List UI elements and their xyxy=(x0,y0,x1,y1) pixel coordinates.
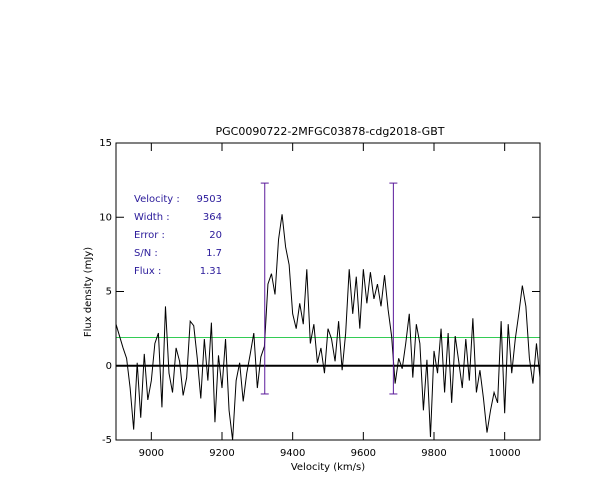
stat-value: 364 xyxy=(203,212,222,223)
x-tick-label: 9400 xyxy=(280,448,305,459)
chart-title: PGC0090722-2MFGC03878-cdg2018-GBT xyxy=(216,125,445,138)
stat-value: 1.7 xyxy=(206,248,222,259)
y-axis-label: Flux density (mJy) xyxy=(83,247,94,337)
stat-value: 9503 xyxy=(197,194,222,205)
x-tick-label: 9000 xyxy=(139,448,164,459)
x-tick-label: 9800 xyxy=(421,448,446,459)
y-tick-label: 10 xyxy=(99,212,112,223)
stat-value: 20 xyxy=(209,230,222,241)
y-tick-label: -5 xyxy=(102,435,112,446)
x-tick-label: 10000 xyxy=(489,448,521,459)
y-tick-label: 15 xyxy=(99,138,112,149)
y-tick-label: 0 xyxy=(106,361,112,372)
stat-label: Width : xyxy=(134,212,170,223)
y-tick-label: 5 xyxy=(106,287,112,298)
x-tick-label: 9600 xyxy=(351,448,376,459)
x-axis-label: Velocity (km/s) xyxy=(291,462,365,473)
stat-label: Velocity : xyxy=(134,194,180,205)
spectrum-line xyxy=(115,214,541,441)
stat-label: Error : xyxy=(134,230,165,241)
stat-label: Flux : xyxy=(134,266,161,277)
x-tick-label: 9200 xyxy=(209,448,234,459)
plot-frame xyxy=(115,142,541,441)
stat-label: S/N : xyxy=(134,248,158,259)
stat-value: 1.31 xyxy=(200,266,222,277)
